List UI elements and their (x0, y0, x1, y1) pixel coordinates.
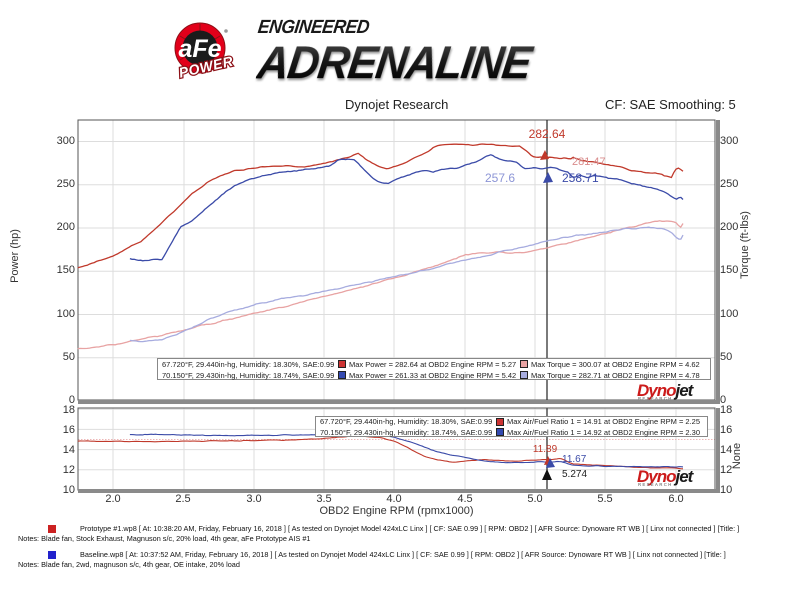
svg-text:282.64: 282.64 (529, 127, 566, 141)
svg-text:5.274: 5.274 (562, 469, 587, 480)
svg-text:281.47: 281.47 (572, 156, 606, 168)
svg-text:257.6: 257.6 (485, 171, 515, 185)
svg-text:258.71: 258.71 (562, 171, 599, 185)
svg-text:11.67: 11.67 (562, 454, 587, 465)
svg-text:11.89: 11.89 (533, 444, 558, 455)
